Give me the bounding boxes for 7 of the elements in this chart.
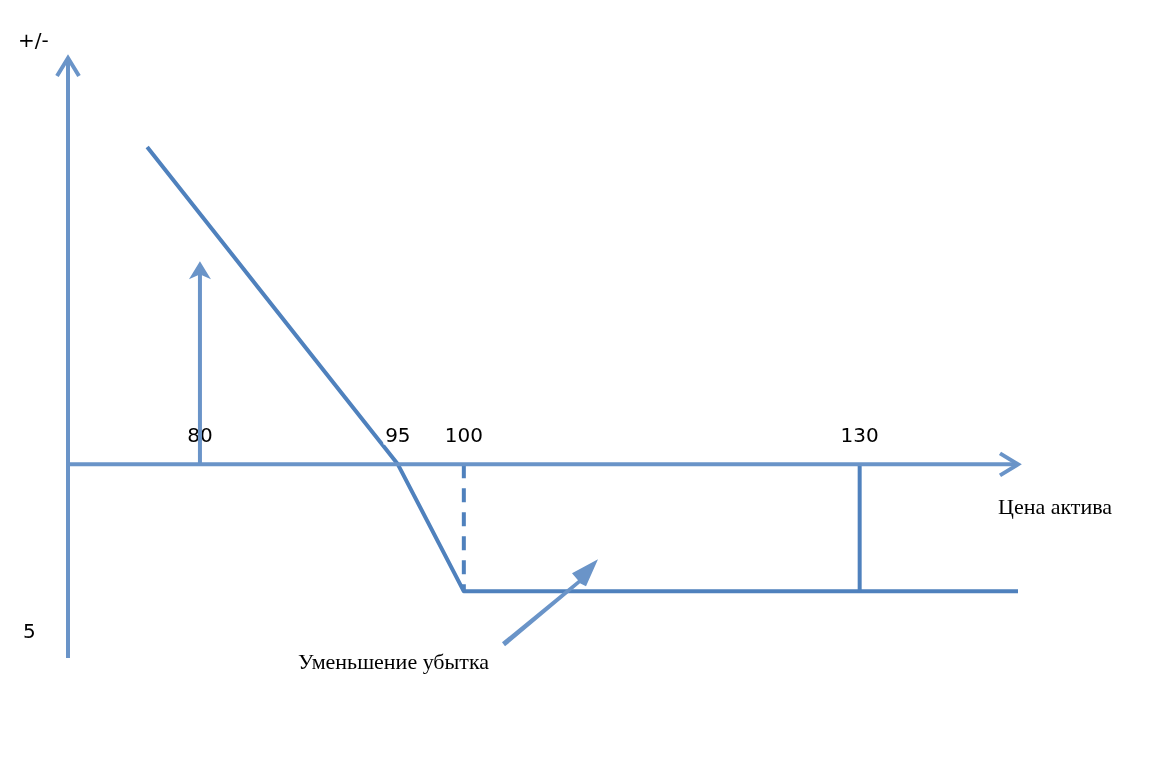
y-axis-title: +/-: [18, 28, 49, 52]
x-axis-title: Цена актива: [998, 494, 1113, 521]
text: 5: [23, 619, 36, 644]
x-tick-label: 95: [385, 423, 411, 448]
x-tick-label: 100: [444, 423, 483, 448]
x-tick-label: 130: [840, 423, 879, 448]
text: Уменьшение убытка: [298, 649, 490, 676]
